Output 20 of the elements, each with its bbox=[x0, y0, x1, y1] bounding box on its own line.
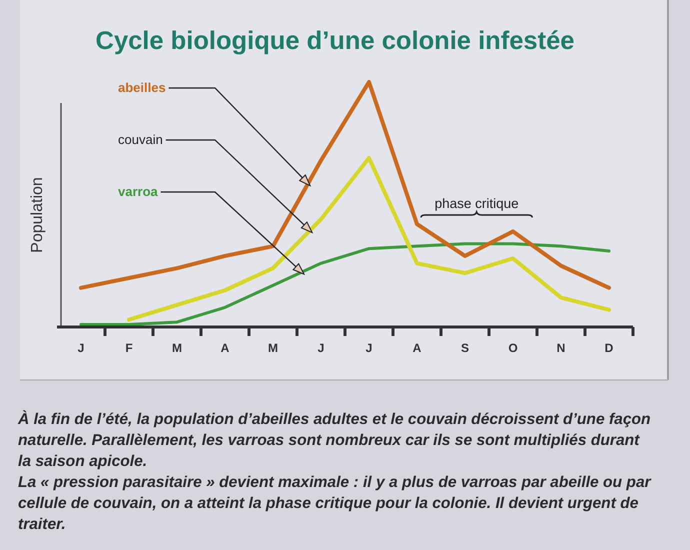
text: La « pression parasitaire » devient maximale : il y a plus de varroas par abeille ou par cellule de couvain, on a atteint la phase critique pour la colonie. Il devient urgent de traiter. bbox=[18, 473, 652, 535]
x-tick-label: J bbox=[78, 341, 84, 355]
y-axis-title: Population bbox=[29, 177, 46, 253]
x-tick-label: A bbox=[412, 341, 422, 355]
annotation: phase critique bbox=[434, 196, 519, 211]
x-tick-label: N bbox=[556, 341, 566, 355]
text: varroa bbox=[118, 184, 159, 199]
text: À la fin de l’été, la population d’abeilles adultes et le couvain décroissent d’une façon naturelle. Parallèlement, les varroas sont nombreux car ils se sont multipliés durant la saison apicole. bbox=[18, 409, 652, 472]
x-tick-label: F bbox=[125, 341, 133, 355]
x-tick-label: A bbox=[220, 341, 230, 355]
x-tick-label: J bbox=[318, 341, 324, 355]
x-tick-label: S bbox=[460, 341, 470, 355]
x-tick-label: M bbox=[172, 341, 182, 355]
x-tick-label: J bbox=[366, 341, 372, 355]
x-tick-label: O bbox=[508, 341, 518, 355]
chart-title: Cycle biologique d’une colonie infestée bbox=[96, 27, 574, 55]
text: couvain bbox=[118, 132, 163, 147]
x-tick-label: M bbox=[268, 341, 278, 355]
x-tick-label: D bbox=[604, 341, 614, 355]
text: abeilles bbox=[118, 80, 166, 95]
